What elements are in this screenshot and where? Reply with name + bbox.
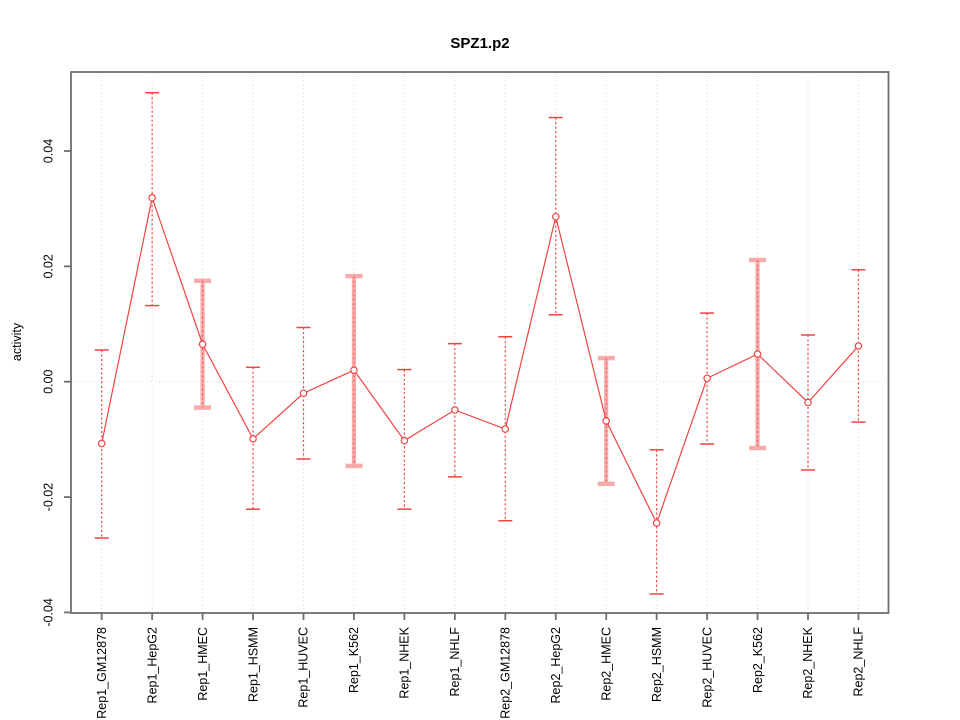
x-tick-label: Rep1_HSMM	[246, 627, 260, 702]
data-point	[451, 406, 459, 414]
grid-layer	[71, 72, 889, 613]
chart-title: SPZ1.p2	[450, 35, 509, 52]
data-point	[652, 519, 661, 527]
x-tick-label: Rep2_HSMM	[650, 627, 664, 702]
series-line	[101, 195, 859, 525]
data-point	[198, 340, 207, 349]
data-point	[753, 350, 762, 358]
x-tick-label: Rep1_K562	[347, 627, 361, 693]
axis-layer: -0.04 -0.02 0.00 0.02 0.04 Rep1_GM12878 Rep1_H…	[42, 139, 866, 719]
y-tick-label: 0.00	[42, 370, 56, 394]
data-point	[350, 366, 358, 374]
data-point	[400, 436, 409, 445]
x-tick-label: Rep1_NHLF	[448, 627, 462, 697]
series-line-layer	[97, 193, 863, 527]
x-tick-label: Rep1_GM12878	[95, 627, 109, 719]
x-tick-label: Rep2_HepG2	[549, 627, 563, 703]
data-point	[703, 374, 711, 383]
y-tick-label: -0.04	[42, 598, 56, 627]
y-tick-label: 0.02	[42, 254, 56, 278]
plot-box	[70, 71, 890, 614]
x-tick-label: Rep2_NHLF	[852, 627, 866, 697]
error-bar-layer	[94, 92, 866, 595]
x-tick-label: Rep2_K562	[751, 627, 765, 693]
data-point	[148, 193, 156, 202]
y-axis-label: activity	[10, 322, 24, 361]
data-point	[501, 425, 510, 433]
data-point	[804, 398, 812, 407]
x-tick-label: Rep1_HUVEC	[297, 627, 311, 708]
x-tick-label: Rep2_HUVEC	[700, 627, 714, 708]
data-point	[854, 342, 863, 350]
data-point	[551, 212, 560, 221]
x-tick-label: Rep2_NHEK	[801, 626, 815, 698]
x-tick-label: Rep2_GM12878	[499, 627, 513, 719]
data-point	[97, 439, 106, 448]
data-point	[602, 417, 611, 425]
x-tick-label: Rep1_NHEK	[398, 626, 412, 698]
y-tick-label: -0.02	[42, 483, 56, 512]
x-tick-label: Rep1_HMEC	[196, 627, 210, 701]
y-tick-label: 0.04	[42, 139, 56, 163]
data-point	[299, 389, 308, 398]
x-tick-label: Rep1_HepG2	[145, 627, 159, 703]
data-point	[249, 435, 257, 443]
x-tick-label: Rep2_HMEC	[599, 627, 613, 701]
